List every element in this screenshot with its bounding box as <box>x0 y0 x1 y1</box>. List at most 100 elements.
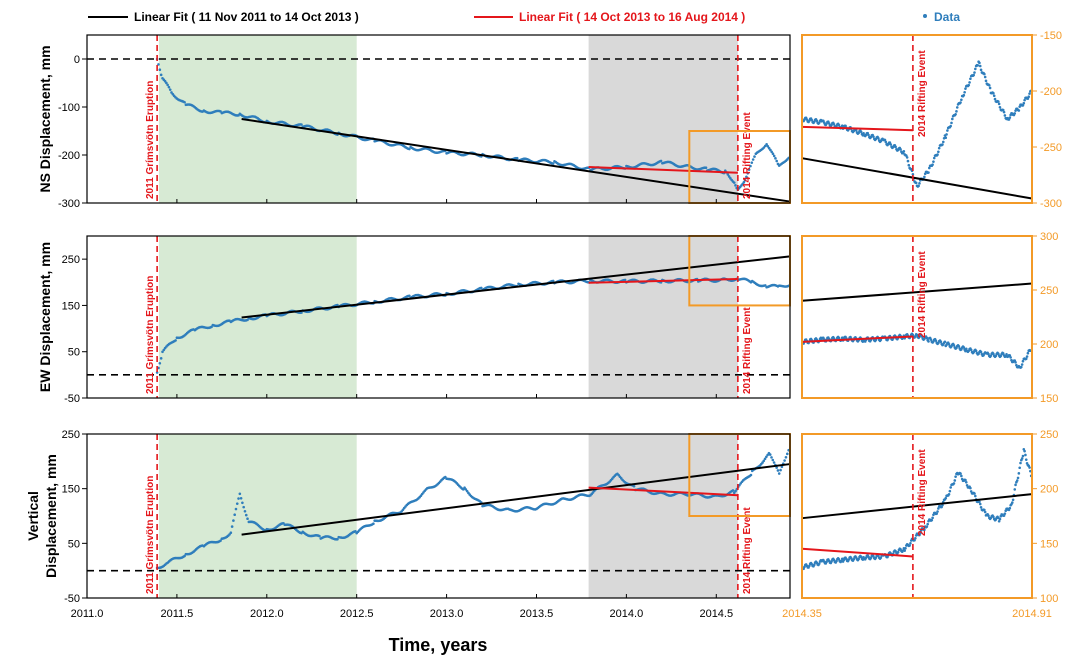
vertical-inset-point <box>983 508 986 512</box>
ew-inset-point <box>974 349 978 353</box>
vertical-data-point <box>336 537 339 541</box>
xtick-label: 2014.0 <box>610 608 644 620</box>
vertical-data-point <box>771 458 775 462</box>
vertical-inset-point <box>998 517 1002 521</box>
vertical-inset-point <box>969 490 973 493</box>
ns-inset-point <box>937 146 941 150</box>
ns-data-point <box>742 181 746 184</box>
ew-inset-point <box>1021 359 1025 363</box>
ns-data-point <box>726 173 730 176</box>
ns-inset-data <box>802 60 1032 188</box>
vertical-data-point <box>786 452 789 456</box>
vertical-data-point <box>318 534 321 538</box>
ns-data-point <box>183 100 186 104</box>
ew-inset-frame <box>801 235 1033 399</box>
ew-fit-red <box>588 278 738 284</box>
vertical-inset-fit-black <box>801 493 1033 520</box>
ns-panel: 2011 Grímsvötn Eruption 2014 Rifting Even… <box>58 30 1062 210</box>
ns-data-point <box>749 164 752 168</box>
ew-inset-fit-red <box>801 335 913 343</box>
ns-inset-point <box>1021 104 1025 107</box>
ns-inset-point <box>911 172 915 176</box>
ns-data-point <box>732 181 736 184</box>
ns-inset-point <box>1002 110 1006 114</box>
ew-inset-point <box>927 340 930 343</box>
vertical-rifting-label: 2014 Rifting Event <box>742 507 753 594</box>
vertical-inset-point <box>944 496 948 500</box>
ns-data-point <box>746 171 750 175</box>
vertical-data-point <box>762 459 766 463</box>
vertical-inset-point <box>813 563 816 567</box>
ns-inset-point <box>815 119 819 122</box>
ew-inset-ytick-label: 200 <box>1040 339 1058 351</box>
ns-data-point <box>727 175 731 178</box>
vertical-inset-point <box>1018 466 1021 470</box>
ns-inset-point <box>946 129 949 132</box>
ew-inset-point <box>1025 355 1029 358</box>
vertical-inset-point <box>1016 476 1020 480</box>
legend-black-label: Linear Fit ( 11 Nov 2011 to 14 Oct 2013 … <box>134 10 359 24</box>
vertical-inset-frame <box>801 433 1033 599</box>
vertical-inset-point <box>904 546 907 550</box>
ns-data-point <box>751 158 755 161</box>
ew-ytick-label: 150 <box>62 300 80 312</box>
ew-inset-point <box>947 342 951 346</box>
ns-inset-point <box>1017 109 1021 112</box>
ew-ytick-label: 50 <box>68 347 80 359</box>
vertical-inset-point <box>908 544 911 547</box>
ns-inset-point <box>978 61 981 65</box>
vertical-data-point <box>779 468 782 472</box>
ew-inset-point <box>929 338 933 341</box>
ns-inset-point <box>993 97 997 101</box>
ew-inset-point <box>915 333 919 337</box>
ns-inset-point <box>969 77 972 81</box>
ew-inset-point <box>979 350 983 354</box>
vertical-ytick-label: -50 <box>64 593 80 605</box>
ew-eruption-label: 2011 Grímsvötn Eruption <box>145 276 156 394</box>
vertical-data-point <box>233 513 236 516</box>
ns-inset-ytick-label: -250 <box>1040 142 1062 154</box>
ns-inset-point <box>944 136 948 140</box>
ew-inset-point <box>925 336 929 340</box>
ns-inset-point <box>950 121 953 125</box>
ns-ytick-label: -300 <box>58 198 80 210</box>
ns-inset-point <box>902 150 906 153</box>
vertical-inset-point <box>1028 466 1031 469</box>
ns-data-point <box>770 150 773 154</box>
ns-inset-point <box>936 153 939 156</box>
vertical-inset-point <box>852 557 856 561</box>
ns-inset-point <box>907 163 911 167</box>
ew-inset-point <box>992 352 995 356</box>
vertical-data-point <box>783 459 786 462</box>
vertical-inset-point <box>923 528 926 532</box>
vertical-inset-point <box>992 515 995 519</box>
ns-inset-point <box>968 81 971 84</box>
ns-inset-point <box>822 121 826 124</box>
vertical-inset-point <box>930 518 934 522</box>
ns-inset-point <box>862 132 865 135</box>
ns-inset-point <box>937 150 940 154</box>
ns-inset-point <box>998 105 1002 109</box>
vertical-inset-point <box>847 558 851 561</box>
ew-rifting-label: 2014 Rifting Event <box>742 307 753 394</box>
vertical-data-point <box>243 509 247 513</box>
ew-shade-gray <box>588 236 738 398</box>
vertical-inset-point <box>936 510 939 513</box>
ns-inset-point <box>997 100 1000 103</box>
ew-inset-rifting-label: 2014 Rifting Event <box>917 251 928 338</box>
ew-data-point <box>764 284 767 287</box>
ns-inset-point <box>872 135 875 138</box>
ns-inset-rifting-label: 2014 Rifting Event <box>917 50 928 137</box>
vertical-data-point <box>784 455 788 459</box>
ns-fit-black <box>241 118 791 203</box>
ew-inset-ytick-label: 300 <box>1040 231 1058 243</box>
legend: Linear Fit ( 11 Nov 2011 to 14 Oct 2013 … <box>88 10 960 24</box>
vertical-inset-point <box>987 514 990 518</box>
ew-inset-point <box>1014 361 1017 364</box>
ns-inset-point <box>984 79 988 83</box>
vertical-inset-point <box>948 489 952 493</box>
vertical-ytick-label: 250 <box>62 429 80 441</box>
ns-inset-point <box>894 145 897 149</box>
ns-inset-point <box>884 140 888 144</box>
inset-xtick-label: 2014.91 <box>1012 608 1052 620</box>
